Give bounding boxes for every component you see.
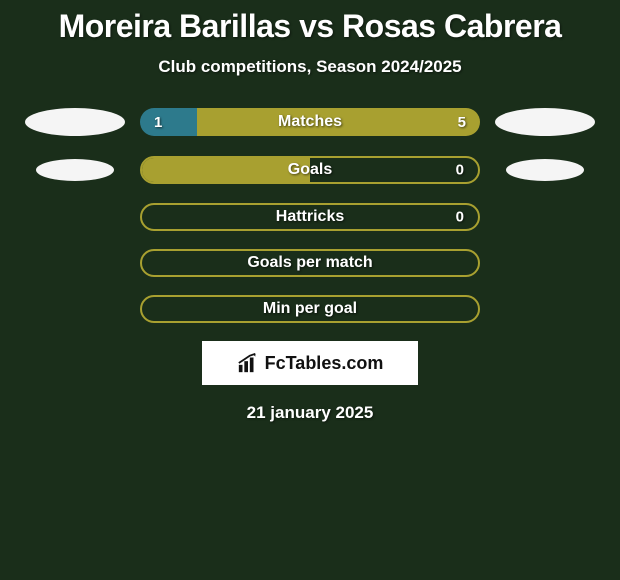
- source-logo: FcTables.com: [202, 341, 418, 385]
- stat-bar: Min per goal: [140, 295, 480, 323]
- avatar-ellipse: [36, 159, 114, 181]
- stat-row: 1 5 Matches: [0, 107, 620, 137]
- spacer: [495, 295, 595, 323]
- stat-right-value: 0: [456, 162, 464, 179]
- stat-label: Matches: [278, 113, 342, 131]
- stat-row: Goals per match: [0, 249, 620, 277]
- spacer: [25, 249, 125, 277]
- spacer: [25, 295, 125, 323]
- stat-label: Goals per match: [247, 254, 372, 272]
- stat-row: 0 Hattricks: [0, 203, 620, 231]
- player1-avatar: [25, 155, 125, 185]
- page-title: Moreira Barillas vs Rosas Cabrera: [0, 8, 620, 45]
- avatar-ellipse: [25, 108, 125, 136]
- player2-avatar: [495, 107, 595, 137]
- stats-list: 1 5 Matches 0 Goals 0 Hattricks Goals per match…: [0, 107, 620, 323]
- logo-text: FcTables.com: [265, 353, 384, 374]
- avatar-ellipse: [506, 159, 584, 181]
- stat-right-value: 0: [456, 209, 464, 226]
- player1-avatar: [25, 107, 125, 137]
- stat-left-value: 1: [154, 114, 162, 131]
- spacer: [495, 249, 595, 277]
- subtitle: Club competitions, Season 2024/2025: [0, 57, 620, 77]
- stat-label: Hattricks: [276, 208, 344, 226]
- spacer: [25, 203, 125, 231]
- spacer: [495, 203, 595, 231]
- stat-bar: 0 Hattricks: [140, 203, 480, 231]
- stat-bar: 0 Goals: [140, 156, 480, 184]
- player2-avatar: [495, 155, 595, 185]
- stat-bar: 1 5 Matches: [140, 108, 480, 136]
- comparison-infographic: Moreira Barillas vs Rosas Cabrera Club c…: [0, 0, 620, 423]
- stat-bar: Goals per match: [140, 249, 480, 277]
- bar-left-segment: 1: [140, 108, 197, 136]
- date-label: 21 january 2025: [0, 403, 620, 423]
- stat-right-value: 5: [458, 114, 466, 131]
- stat-row: Min per goal: [0, 295, 620, 323]
- avatar-ellipse: [495, 108, 595, 136]
- bar-left-fill: [142, 158, 310, 182]
- stat-label: Goals: [288, 161, 332, 179]
- stat-label: Min per goal: [263, 300, 357, 318]
- chart-icon: [237, 352, 259, 374]
- stat-row: 0 Goals: [0, 155, 620, 185]
